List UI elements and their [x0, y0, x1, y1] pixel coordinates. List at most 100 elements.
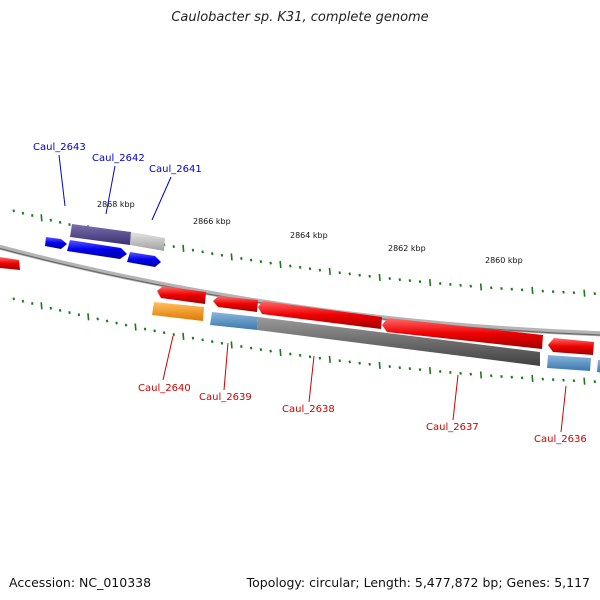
scale-tick-outer — [418, 280, 422, 284]
scale-tick-inner — [520, 376, 524, 380]
scale-tick-outer — [30, 214, 34, 218]
scale-tick-outer — [191, 248, 195, 252]
scale-tick-inner — [269, 349, 272, 353]
scale-tick-inner — [318, 356, 322, 360]
scale-tick-outer — [500, 286, 503, 290]
scale-tick-outer — [572, 291, 576, 295]
scale-tick-inner — [30, 302, 34, 306]
scale-tick-inner — [298, 353, 302, 357]
scale-tick-inner — [162, 331, 166, 335]
scale-tick-inner — [96, 317, 99, 321]
scale-tick-inner — [182, 332, 185, 340]
scale-tick-inner — [358, 361, 361, 365]
reverse-label-leaders — [162, 335, 567, 433]
scale-tick-inner — [240, 345, 243, 348]
gene-2642-cds[interactable] — [70, 224, 131, 245]
scale-tick-outer — [68, 223, 71, 227]
scale-tick-outer — [308, 267, 312, 271]
scale-tick-inner — [308, 355, 312, 359]
scale-tick-inner — [418, 368, 422, 372]
scale-tick-outer — [378, 273, 381, 281]
gene-next-cds[interactable] — [597, 360, 600, 373]
label-caul-2637[interactable]: Caul_2637 — [426, 422, 479, 433]
scale-tick-inner — [449, 370, 452, 374]
reverse-genes — [0, 257, 600, 373]
scale-tick-outer — [40, 214, 43, 222]
scale-tick-inner — [328, 355, 331, 363]
scale-label-2860: 2860 kbp — [485, 256, 523, 265]
gene-2636-cds[interactable] — [547, 355, 591, 371]
scale-tick-outer — [220, 253, 224, 257]
scale-tick-outer — [489, 286, 493, 290]
forward-genes — [45, 224, 165, 267]
scale-tick-outer — [388, 277, 392, 281]
scale-tick-inner — [12, 297, 16, 301]
label-caul-2641[interactable]: Caul_2641 — [149, 164, 202, 175]
scale-tick-inner — [49, 306, 53, 310]
scale-tick-outer — [249, 258, 253, 262]
scale-tick-inner — [105, 319, 109, 323]
gene-2638-arrow[interactable] — [258, 301, 382, 329]
scale-tick-inner — [510, 375, 514, 379]
scale-tick-outer — [438, 282, 442, 286]
gene-2638-cds[interactable] — [257, 317, 540, 366]
gene-2641-arrow[interactable] — [127, 252, 161, 267]
scale-tick-outer — [210, 252, 214, 256]
label-caul-2639[interactable]: Caul_2639 — [199, 392, 252, 403]
scale-tick-outer — [328, 267, 331, 275]
scale-tick-outer — [230, 253, 233, 261]
scale-tick-inner — [348, 360, 351, 364]
scale-tick-inner — [388, 365, 392, 369]
scale-tick-inner — [191, 336, 195, 340]
scale-tick-outer — [479, 283, 483, 291]
scale-label-2864: 2864 kbp — [290, 231, 328, 240]
scale-tick-inner — [408, 367, 412, 371]
gene-2641-cds[interactable] — [130, 232, 165, 251]
gene-2642-arrow[interactable] — [67, 240, 127, 259]
scale-tick-inner — [500, 374, 503, 378]
scale-tick-inner — [172, 333, 176, 337]
scale-tick-inner — [531, 374, 534, 383]
label-caul-2638[interactable]: Caul_2638 — [282, 404, 335, 415]
label-caul-2640[interactable]: Caul_2640 — [138, 383, 191, 394]
scale-tick-inner — [551, 378, 555, 382]
scale-tick-outer — [58, 220, 62, 224]
label-caul-2636[interactable]: Caul_2636 — [534, 434, 587, 445]
gene-2640-cds[interactable] — [152, 302, 204, 321]
scale-tick-inner — [115, 321, 118, 325]
gene-2639-cds[interactable] — [210, 312, 258, 330]
scale-tick-inner — [459, 371, 462, 375]
scale-tick-inner — [562, 378, 565, 382]
scale-tick-inner — [58, 308, 62, 312]
scale-tick-outer — [358, 273, 361, 277]
scale-tick-inner — [469, 372, 473, 376]
scale-tick-inner — [21, 299, 25, 303]
gene-2639-arrow[interactable] — [213, 296, 258, 312]
scale-tick-outer — [531, 286, 534, 295]
scale-tick-inner — [583, 377, 586, 385]
scale-tick-outer — [368, 274, 371, 278]
scale-tick-outer — [338, 271, 342, 275]
scale-tick-outer — [428, 279, 432, 287]
gene-2640-arrow[interactable] — [157, 286, 206, 304]
scale-tick-inner — [438, 370, 442, 374]
scale-tick-inner — [279, 348, 282, 357]
scale-tick-inner — [87, 313, 90, 321]
scale-tick-inner — [68, 311, 71, 315]
scale-tick-outer — [551, 290, 555, 294]
scale-tick-inner — [40, 302, 43, 310]
gene-2637-arrow[interactable] — [382, 318, 543, 349]
label-caul-2643[interactable]: Caul_2643 — [33, 142, 86, 153]
scale-label-2868: 2868 kbp — [97, 200, 135, 209]
scale-tick-inner — [593, 380, 597, 384]
label-caul-2642[interactable]: Caul_2642 — [92, 153, 145, 164]
gene-offscreen-arrow[interactable] — [0, 257, 20, 270]
scale-tick-inner — [124, 323, 128, 327]
genome-summary-text: Topology: circular; Length: 5,477,872 bp… — [246, 575, 590, 590]
scale-tick-inner — [77, 313, 81, 317]
scale-label-2862: 2862 kbp — [388, 244, 426, 253]
scale-tick-inner — [428, 367, 432, 375]
scale-tick-inner — [489, 374, 493, 378]
gene-2636-arrow[interactable] — [548, 338, 594, 355]
gene-2643-arrow[interactable] — [45, 237, 67, 249]
